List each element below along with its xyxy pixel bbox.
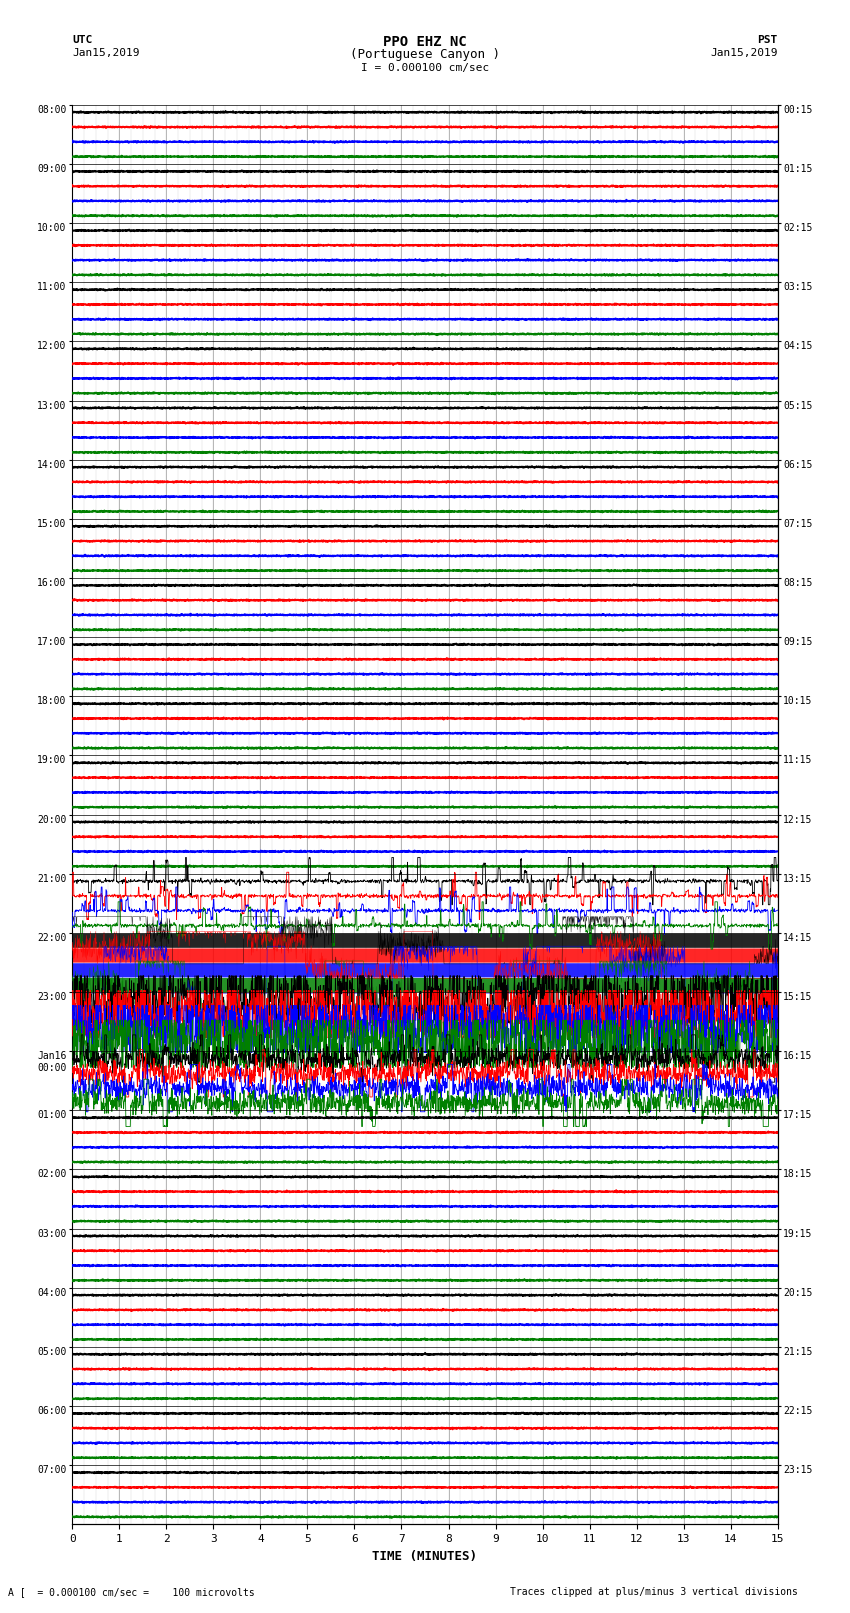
Text: UTC: UTC [72, 35, 93, 45]
Text: Jan15,2019: Jan15,2019 [711, 48, 778, 58]
Text: A [  = 0.000100 cm/sec =    100 microvolts: A [ = 0.000100 cm/sec = 100 microvolts [8, 1587, 255, 1597]
Text: PPO EHZ NC: PPO EHZ NC [383, 35, 467, 50]
Text: (Portuguese Canyon ): (Portuguese Canyon ) [350, 48, 500, 61]
Text: PST: PST [757, 35, 778, 45]
Text: Traces clipped at plus/minus 3 vertical divisions: Traces clipped at plus/minus 3 vertical … [510, 1587, 798, 1597]
Text: I = 0.000100 cm/sec: I = 0.000100 cm/sec [361, 63, 489, 73]
Text: Jan15,2019: Jan15,2019 [72, 48, 139, 58]
X-axis label: TIME (MINUTES): TIME (MINUTES) [372, 1550, 478, 1563]
